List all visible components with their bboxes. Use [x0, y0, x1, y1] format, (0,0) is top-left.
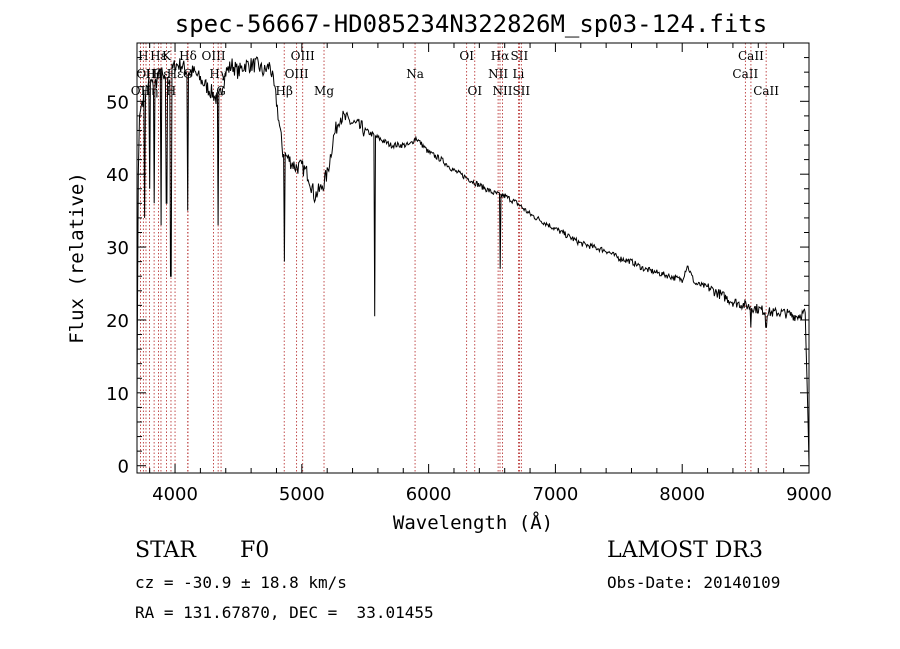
y-tick-label: 30 [106, 238, 129, 259]
line-marker-label: CaII [753, 84, 779, 98]
y-tick-label: 20 [106, 311, 129, 332]
x-tick-label: 9000 [786, 484, 832, 505]
line-marker-label: OII [136, 67, 156, 81]
x-tick-label: 7000 [533, 484, 579, 505]
chart-title: spec-56667-HD085234N322826M_sp03-124.fit… [175, 10, 767, 38]
line-marker-label: OIII [291, 49, 315, 63]
line-marker-label: OI [467, 84, 482, 98]
line-marker-label: OIII [285, 67, 309, 81]
x-axis-label: Wavelength (Å) [393, 511, 553, 534]
line-marker-label: H [138, 49, 148, 63]
y-tick-label: 40 [106, 165, 129, 186]
line-marker-label: K [162, 49, 172, 63]
x-tick-label: 6000 [406, 484, 452, 505]
x-tick-label: 4000 [152, 484, 198, 505]
line-marker-label: Mg [314, 84, 334, 98]
y-tick-label: 10 [106, 384, 129, 405]
y-axis: 0 10 20 30 40 50 [106, 57, 809, 478]
object-class: STAR [135, 538, 196, 563]
coordinates-text: RA = 131.67870, DEC = 33.01455 [135, 603, 434, 622]
line-marker-label: Li [512, 67, 524, 81]
line-marker-label: OIII [202, 49, 226, 63]
y-tick-label: 50 [106, 92, 129, 113]
redshift-text: cz = -30.9 ± 18.8 km/s [135, 573, 347, 592]
line-marker-label: SII [512, 84, 530, 98]
line-marker-label: Na [406, 67, 424, 81]
line-marker-label: CaII [738, 49, 764, 63]
spectrum-series [136, 56, 810, 466]
line-marker-label: H [166, 84, 176, 98]
line-marker-label: NII [493, 84, 513, 98]
y-tick-label: 0 [118, 457, 129, 478]
object-subclass: F0 [240, 538, 270, 563]
y-axis-label: Flux (relative) [66, 172, 88, 344]
line-marker-label: Hα [491, 49, 510, 63]
survey-name: LAMOST DR3 [607, 538, 763, 563]
x-tick-label: 8000 [659, 484, 705, 505]
line-marker-label: Hδ [179, 49, 197, 63]
line-marker-label: CaII [732, 67, 758, 81]
obs-date: Obs-Date: 20140109 [607, 573, 781, 592]
x-axis: 4000 5000 6000 7000 8000 9000 [149, 43, 832, 505]
x-tick-label: 5000 [279, 484, 325, 505]
line-marker-label: G [183, 67, 193, 81]
line-marker-label: Hε [150, 49, 167, 63]
line-marker-label: NII [488, 67, 508, 81]
line-marker-label: Hβ [276, 84, 293, 98]
line-marker-label: OI [459, 49, 474, 63]
line-marker-label: Hγ [209, 67, 227, 81]
line-marker-label: SII [511, 49, 529, 63]
spectrum-line [136, 56, 810, 466]
line-marker-label: Hε [167, 67, 184, 81]
plot-frame [136, 42, 810, 474]
